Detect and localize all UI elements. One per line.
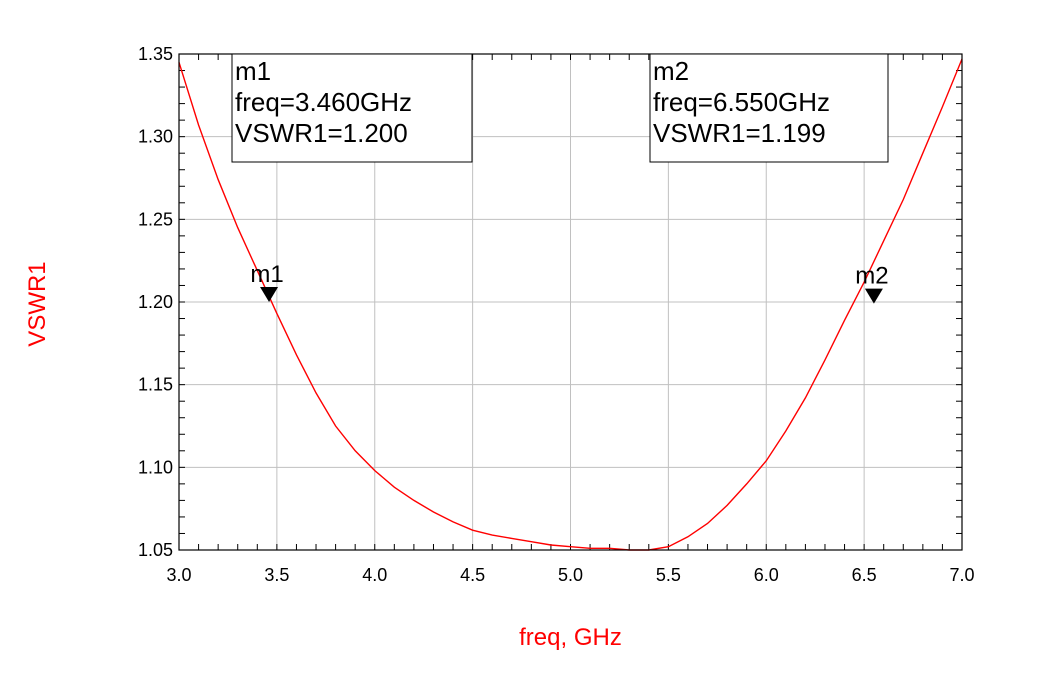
m1-readout-line: freq=3.460GHz (235, 87, 412, 117)
m1-marker-triangle (260, 287, 279, 302)
x-tick-label: 6.5 (852, 565, 877, 585)
y-tick-label: 1.30 (138, 127, 173, 147)
y-tick-label: 1.20 (138, 292, 173, 312)
m2-readout-line: freq=6.550GHz (653, 87, 830, 117)
m2-readout-line: m2 (653, 56, 689, 86)
y-tick-label: 1.15 (138, 375, 173, 395)
y-tick-label: 1.05 (138, 540, 173, 560)
x-tick-labels: 3.0 3.5 4.0 4.5 5.0 5.5 6.0 6.5 7.0 (166, 565, 974, 585)
y-axis-title: VSWR1 (24, 261, 51, 346)
y-tick-label: 1.35 (138, 44, 173, 64)
plot-frame (178, 53, 963, 551)
trace-layer (178, 58, 963, 551)
x-tick-label: 6.0 (754, 565, 779, 585)
x-tick-label: 7.0 (949, 565, 974, 585)
y-tick-label: 1.25 (138, 209, 173, 229)
m2-marker-label: m2 (855, 263, 888, 290)
y-tick-labels: 1.05 1.10 1.15 1.20 1.25 1.30 1.35 (138, 44, 173, 560)
vswr-trace (178, 58, 963, 551)
x-tick-label: 5.5 (656, 565, 681, 585)
m2-marker-triangle (864, 288, 883, 304)
x-tick-label: 3.5 (264, 565, 289, 585)
markers: m1m1freq=3.460GHzVSWR1=1.200m2m2freq=6.5… (231, 53, 889, 304)
m2-readout-box (649, 53, 889, 163)
x-axis-title: freq, GHz (519, 624, 622, 651)
x-tick-label: 4.0 (362, 565, 387, 585)
x-tick-label: 4.5 (460, 565, 485, 585)
m1-marker-label: m1 (250, 261, 283, 288)
m1-readout-box (231, 53, 473, 163)
x-tick-label: 5.0 (558, 565, 583, 585)
x-tick-label: 3.0 (166, 565, 191, 585)
m2-readout-line: VSWR1=1.199 (653, 118, 826, 148)
m1-readout-line: VSWR1=1.200 (235, 118, 408, 148)
y-tick-label: 1.10 (138, 457, 173, 477)
m1-readout-line: m1 (235, 56, 271, 86)
